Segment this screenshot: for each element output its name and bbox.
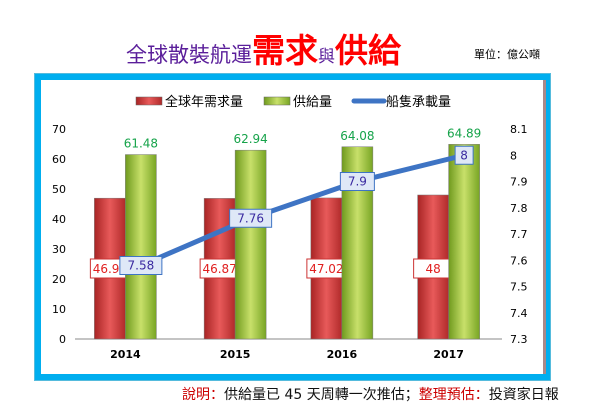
data-label-demand: 47.02 bbox=[309, 262, 343, 276]
y2-tick-label: 7.3 bbox=[510, 333, 528, 346]
y-tick-label: 60 bbox=[52, 153, 66, 166]
y-tick-label: 0 bbox=[59, 333, 66, 346]
legend-swatch bbox=[263, 96, 291, 106]
y2-tick-label: 7.7 bbox=[510, 228, 528, 241]
x-tick-label: 2016 bbox=[327, 348, 358, 361]
bar-supply bbox=[448, 144, 480, 340]
bar-supply bbox=[234, 149, 267, 340]
data-label-box bbox=[339, 172, 375, 191]
y-tick-label: 20 bbox=[52, 273, 66, 286]
data-label-supply: 64.89 bbox=[447, 126, 481, 140]
title-part1: 全球散裝航運 bbox=[126, 43, 252, 67]
data-label-supply: 64.08 bbox=[340, 129, 374, 143]
x-tick-label: 2015 bbox=[220, 348, 251, 361]
title-part4: 供給 bbox=[335, 31, 401, 70]
y-tick-label: 40 bbox=[52, 213, 66, 226]
x-tick-label: 2017 bbox=[433, 348, 464, 361]
footer-note: 說明：供給量已 45 天周轉一次推估；整理預估：投資家日報 bbox=[182, 387, 559, 403]
legend-label: 供給量 bbox=[293, 95, 332, 110]
x-tick-label: 2014 bbox=[110, 348, 141, 361]
data-label-box bbox=[119, 256, 163, 275]
chart-title: 全球散裝航運需求與供給 bbox=[126, 24, 401, 72]
data-label-capacity: 7.76 bbox=[237, 211, 264, 225]
unit-label: 單位：億公噸 bbox=[474, 48, 540, 61]
y2-tick-label: 7.8 bbox=[510, 202, 528, 215]
data-label-capacity: 7.58 bbox=[128, 259, 155, 273]
y-tick-label: 10 bbox=[52, 303, 66, 316]
data-label-demand: 48 bbox=[425, 262, 440, 276]
title-part3: 與 bbox=[318, 47, 335, 67]
data-label-box bbox=[454, 145, 474, 165]
data-label-demand: 46.87 bbox=[202, 262, 236, 276]
y2-tick-label: 7.9 bbox=[510, 176, 528, 189]
data-label-supply: 61.48 bbox=[124, 137, 158, 151]
data-label-supply: 62.94 bbox=[233, 132, 267, 146]
bar-supply bbox=[125, 154, 157, 340]
line-capacity bbox=[138, 152, 467, 268]
y2-tick-label: 8.1 bbox=[510, 123, 528, 136]
legend-label: 船隻承載量 bbox=[386, 95, 451, 110]
legend-label: 全球年需求量 bbox=[165, 94, 243, 110]
title-part2: 需求 bbox=[252, 31, 318, 70]
data-label-capacity: 8 bbox=[460, 148, 468, 162]
data-label-capacity: 7.9 bbox=[348, 175, 367, 189]
y2-tick-label: 7.4 bbox=[510, 307, 528, 320]
y-tick-label: 50 bbox=[52, 183, 66, 196]
data-label-box bbox=[229, 208, 273, 228]
y2-tick-label: 7.6 bbox=[510, 254, 528, 267]
y-tick-label: 70 bbox=[52, 123, 66, 136]
y-tick-label: 30 bbox=[52, 243, 66, 256]
y2-tick-label: 7.5 bbox=[510, 281, 528, 294]
y2-tick-label: 8 bbox=[510, 149, 517, 162]
data-label-demand: 46.94 bbox=[93, 262, 127, 276]
legend-swatch bbox=[135, 96, 163, 106]
